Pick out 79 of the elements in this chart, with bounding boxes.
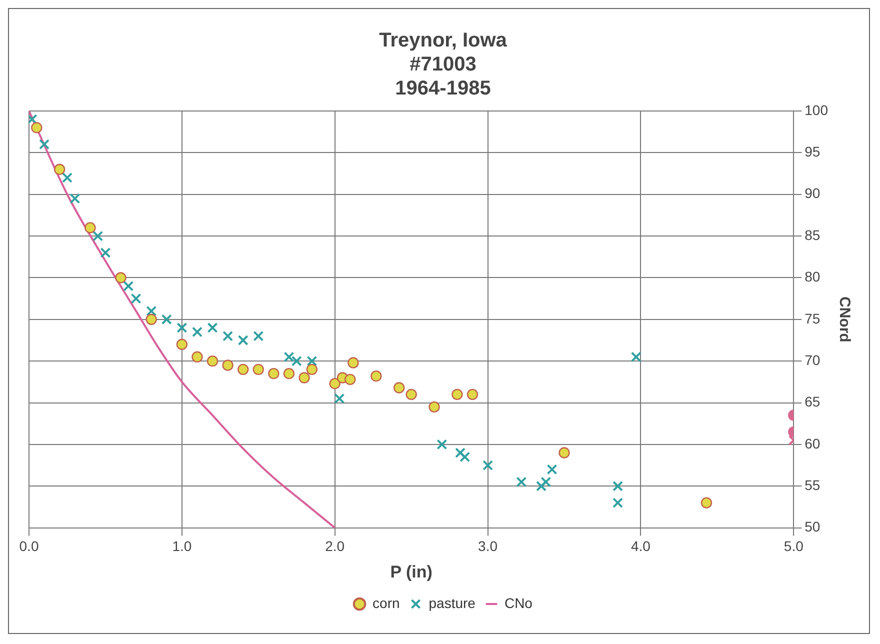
point [100,247,111,258]
point [252,364,264,376]
y-tick-label: 85 [804,226,820,243]
point [406,388,417,400]
point [452,388,463,400]
point [466,388,478,400]
point [284,352,294,362]
point [207,322,218,333]
point [192,326,202,338]
y-tick-label: 100 [804,102,828,118]
point [344,374,356,386]
point [348,357,359,368]
point [516,476,527,488]
point [612,480,624,492]
point [558,447,570,458]
point [39,139,50,150]
y-axis-title: CNord [836,296,853,342]
point [630,352,642,362]
point [455,448,466,458]
x-tick-label: 2.0 [325,538,345,554]
point [238,364,249,376]
y-tick-label: 60 [804,435,820,452]
point [291,356,302,366]
point [298,372,310,384]
point [54,164,66,175]
y-tick-label: 50 [804,518,820,535]
point [700,497,712,508]
x-axis-title: P (in) [390,562,432,582]
point [482,460,494,471]
point [536,480,547,492]
point [192,351,203,363]
legend-label: pasture [428,594,476,611]
point [393,382,405,394]
point [146,314,157,325]
point [176,338,188,350]
y-tick-label: 75 [804,310,820,326]
point [253,330,264,342]
point [222,360,234,371]
point [176,322,188,333]
y-tick-label: 95 [804,144,820,160]
point [161,314,172,325]
x-tick-label: 1.0 [172,538,192,554]
point [31,122,42,134]
chart-title: Treynor, Iowa #71003 1964-1985 [379,30,508,100]
point [546,464,558,475]
point [238,335,248,346]
y-tick-label: 55 [804,476,820,493]
x-tick-label: 4.0 [630,538,651,554]
point [70,193,80,204]
point [436,439,448,450]
point [460,452,470,462]
point [540,476,552,488]
point [306,364,318,376]
legend-label: corn [372,594,400,611]
x-tick-label: 5.0 [784,538,804,554]
y-tick-label: 80 [804,268,820,285]
y-tick-label: 90 [804,185,820,202]
point [283,368,295,380]
x-tick-label: 3.0 [478,538,498,554]
point [62,172,72,183]
point [84,222,96,234]
y-tick-label: 65 [804,394,820,410]
point [115,272,126,284]
point [92,230,104,242]
point [370,370,382,382]
legend-label: CNo [504,594,533,611]
point [222,330,234,342]
point [334,393,345,404]
point [612,498,624,508]
point [146,306,157,316]
y-tick-label: 70 [804,352,820,368]
point [130,293,142,304]
point [329,378,340,390]
point [206,355,218,367]
point [123,280,134,292]
point [306,356,318,366]
point [428,401,440,413]
point [268,368,280,380]
x-tick-label: 0.0 [19,538,39,554]
